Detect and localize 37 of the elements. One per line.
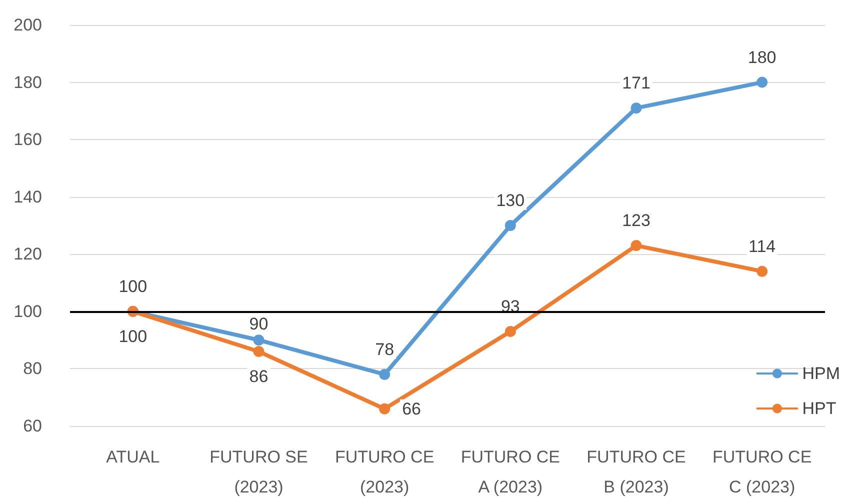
point <box>504 220 516 231</box>
point <box>756 266 768 277</box>
y-tick-label: 180 <box>14 72 42 92</box>
data-label: 171 <box>622 74 650 93</box>
y-tick-label: 120 <box>14 244 42 264</box>
data-label: 90 <box>249 314 268 334</box>
x-tick-label: FUTURO SE (2023) <box>210 448 308 496</box>
point <box>504 326 516 337</box>
data-label: 100 <box>118 326 148 346</box>
point <box>379 403 390 414</box>
point <box>253 334 264 346</box>
point <box>630 102 642 114</box>
legend-label: HPM <box>802 364 840 383</box>
point <box>630 240 642 252</box>
data-label: 100 <box>118 276 148 296</box>
point <box>379 368 390 380</box>
data-label: 86 <box>249 367 268 386</box>
x-tick-label: FUTURO CE A (2023) <box>460 448 560 496</box>
data-label: 114 <box>748 236 776 256</box>
point <box>253 346 264 358</box>
y-tick-label: 140 <box>14 187 42 206</box>
x-tick-label: FUTURO CE C (2023) <box>712 448 812 496</box>
y-tick-label: 100 <box>14 302 42 321</box>
y-tick-label: 80 <box>23 359 42 378</box>
y-tick-label: 200 <box>14 16 42 34</box>
data-label: 78 <box>375 340 394 359</box>
data-label: 130 <box>496 191 525 210</box>
x-tick-label: FUTURO CE (2023) <box>334 448 434 496</box>
y-tick-label: 60 <box>23 416 42 436</box>
x-tick-label: ATUAL <box>106 448 160 466</box>
data-label: 123 <box>622 211 650 230</box>
y-tick-label: 160 <box>14 130 42 150</box>
data-label: 66 <box>402 399 422 418</box>
x-tick-label: FUTURO CE B (2023) <box>586 448 686 496</box>
data-label: 180 <box>748 48 776 67</box>
legend-label: HPT <box>802 399 836 418</box>
point <box>756 76 768 88</box>
